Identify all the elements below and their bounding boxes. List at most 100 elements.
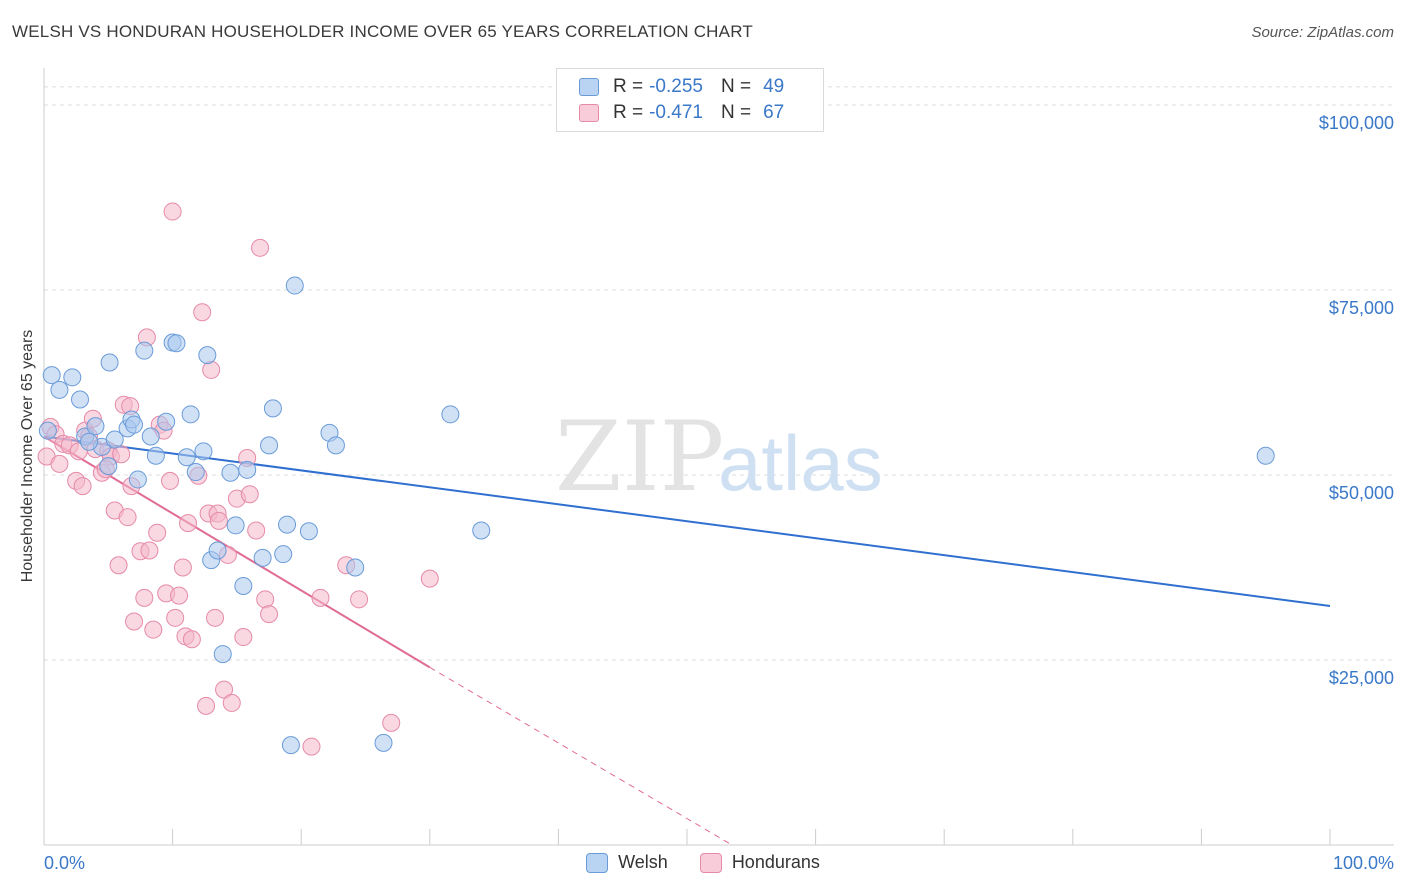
hondurans-point[interactable]: [166, 608, 185, 627]
welsh-point[interactable]: [50, 380, 69, 399]
welsh-point[interactable]: [71, 390, 90, 409]
welsh-point[interactable]: [80, 432, 99, 451]
hondurans-point[interactable]: [73, 477, 92, 496]
hondurans-point[interactable]: [206, 608, 225, 627]
hondurans-point[interactable]: [311, 588, 330, 607]
welsh-point[interactable]: [86, 417, 105, 436]
welsh-point[interactable]: [472, 521, 491, 540]
watermark-zip: ZIP: [555, 401, 724, 513]
hondurans-r-value: -0.471: [649, 102, 703, 123]
hondurans-point[interactable]: [163, 202, 182, 221]
welsh-point[interactable]: [281, 736, 300, 755]
welsh-point[interactable]: [177, 448, 196, 467]
y-axis-label: Householder Income Over 65 years: [19, 330, 36, 583]
welsh-legend-label: Welsh: [618, 852, 668, 872]
welsh-n-value: 49: [763, 76, 785, 97]
welsh-point[interactable]: [274, 545, 293, 564]
welsh-r-label: R =: [613, 76, 644, 97]
welsh-point[interactable]: [42, 366, 61, 385]
welsh-point[interactable]: [441, 405, 460, 424]
welsh-point[interactable]: [263, 399, 282, 418]
hondurans-point[interactable]: [118, 508, 137, 527]
legend-item-welsh[interactable]: Welsh: [586, 852, 668, 873]
welsh-point[interactable]: [100, 353, 119, 372]
welsh-point[interactable]: [253, 548, 272, 567]
legend-row-hondurans: R = -0.471 N = 67: [579, 101, 784, 125]
hondurans-point[interactable]: [251, 238, 270, 257]
grid-lines: [44, 86, 1394, 661]
welsh-point[interactable]: [99, 457, 118, 476]
hondurans-point[interactable]: [382, 713, 401, 732]
hondurans-legend-label: Hondurans: [731, 852, 820, 872]
hondurans-point[interactable]: [161, 471, 180, 490]
welsh-point[interactable]: [105, 430, 124, 449]
hondurans-point[interactable]: [247, 521, 266, 540]
hondurans-point[interactable]: [50, 454, 69, 473]
welsh-point[interactable]: [146, 446, 165, 465]
welsh-point[interactable]: [157, 412, 176, 431]
series-legend: Welsh Hondurans: [0, 852, 1406, 873]
hondurans-point[interactable]: [302, 737, 321, 756]
hondurans-point[interactable]: [420, 569, 439, 588]
hondurans-point[interactable]: [222, 693, 241, 712]
welsh-point[interactable]: [213, 645, 232, 664]
welsh-point[interactable]: [234, 577, 253, 595]
welsh-points: [38, 276, 1275, 755]
hondurans-point[interactable]: [109, 556, 128, 575]
legend-row-welsh: R = -0.255 N = 49: [579, 75, 784, 99]
welsh-point[interactable]: [346, 558, 365, 577]
hondurans-legend-swatch: [699, 852, 722, 873]
welsh-point[interactable]: [374, 733, 393, 752]
welsh-point[interactable]: [125, 415, 144, 434]
hondurans-point[interactable]: [170, 586, 189, 605]
hondurans-point[interactable]: [182, 630, 201, 649]
welsh-point[interactable]: [260, 436, 279, 455]
hondurans-point[interactable]: [173, 558, 192, 577]
x-tick-label-max: 100.0%: [1333, 853, 1394, 873]
welsh-point[interactable]: [63, 368, 82, 387]
welsh-n-label: N =: [720, 76, 752, 97]
hondurans-point[interactable]: [179, 514, 198, 533]
welsh-point[interactable]: [128, 470, 147, 489]
welsh-point[interactable]: [285, 276, 304, 295]
hondurans-point[interactable]: [350, 590, 369, 609]
welsh-point[interactable]: [194, 442, 213, 461]
welsh-point[interactable]: [326, 436, 345, 455]
hondurans-point[interactable]: [240, 485, 259, 504]
hondurans-point[interactable]: [202, 360, 221, 379]
hondurans-point[interactable]: [193, 303, 212, 322]
welsh-point[interactable]: [1256, 446, 1275, 465]
hondurans-n-value: 67: [763, 102, 785, 123]
hondurans-point[interactable]: [260, 605, 279, 624]
hondurans-trend-line-extension: [429, 666, 733, 846]
welsh-r-value: -0.255: [649, 76, 703, 97]
hondurans-n-label: N =: [720, 102, 752, 123]
legend-item-hondurans[interactable]: Hondurans: [699, 852, 820, 873]
hondurans-point[interactable]: [215, 680, 234, 699]
welsh-point[interactable]: [167, 334, 186, 353]
welsh-point[interactable]: [135, 341, 154, 360]
welsh-point[interactable]: [141, 427, 160, 446]
hondurans-point[interactable]: [234, 628, 253, 647]
x-ticks: [43, 829, 1331, 845]
welsh-point[interactable]: [198, 346, 217, 365]
hondurans-point[interactable]: [197, 696, 216, 715]
hondurans-point[interactable]: [209, 511, 228, 530]
hondurans-point[interactable]: [112, 445, 131, 464]
welsh-point[interactable]: [181, 405, 200, 424]
welsh-point[interactable]: [186, 463, 205, 482]
welsh-point[interactable]: [208, 541, 227, 560]
hondurans-point[interactable]: [256, 590, 275, 609]
hondurans-point[interactable]: [135, 588, 154, 607]
hondurans-point[interactable]: [144, 620, 163, 639]
welsh-point[interactable]: [278, 515, 297, 534]
welsh-point[interactable]: [299, 522, 318, 541]
hondurans-point[interactable]: [140, 541, 159, 560]
hondurans-point[interactable]: [148, 523, 167, 542]
welsh-point[interactable]: [221, 463, 240, 482]
welsh-point[interactable]: [38, 421, 57, 440]
welsh-trend-line: [43, 435, 1331, 607]
welsh-point[interactable]: [226, 516, 245, 535]
hondurans-point[interactable]: [125, 612, 144, 631]
welsh-point[interactable]: [238, 460, 257, 479]
